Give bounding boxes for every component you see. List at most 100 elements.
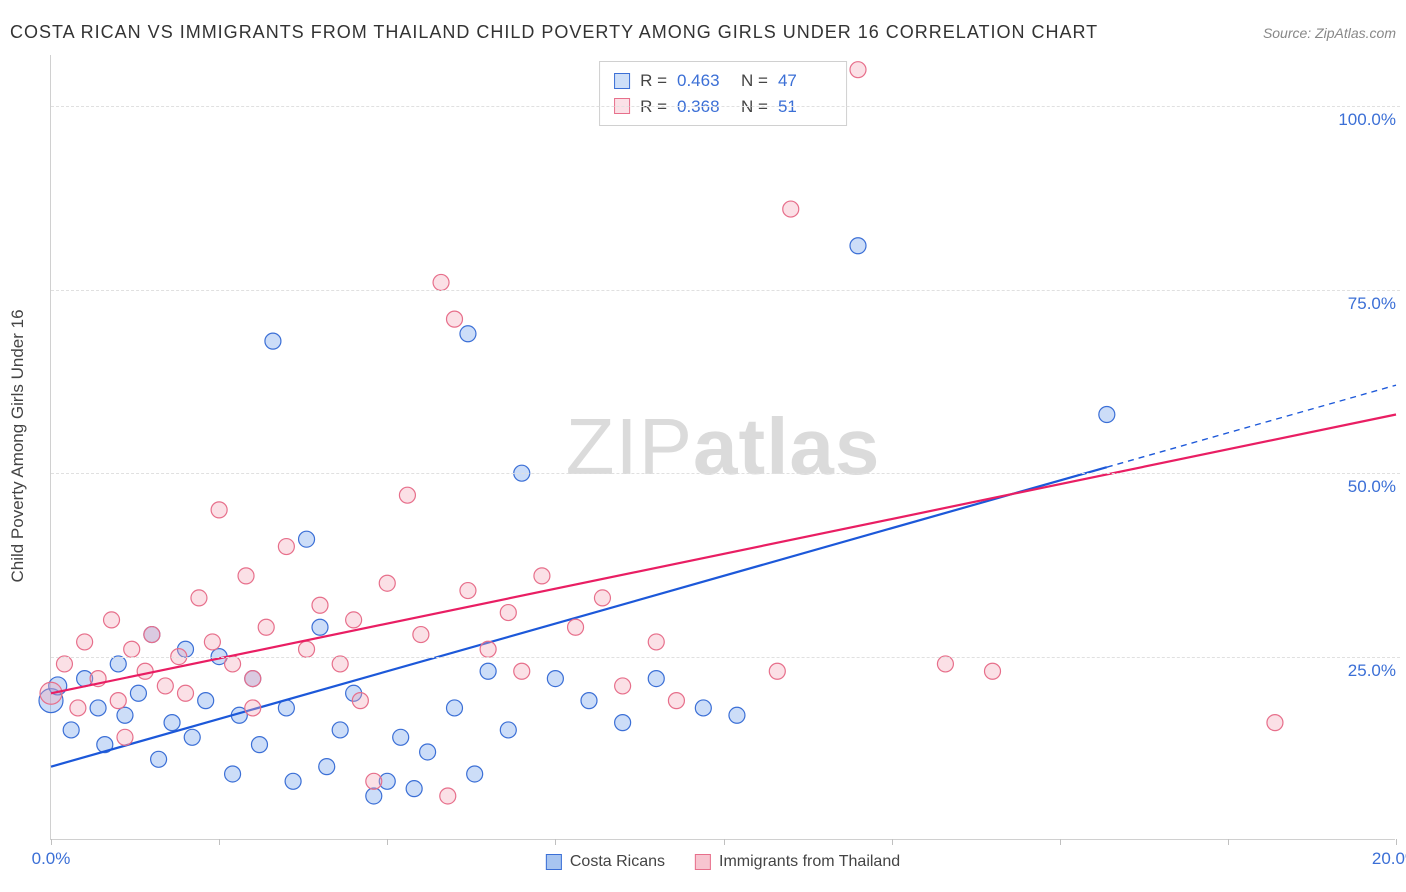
- data-point: [157, 678, 173, 694]
- x-tick-label: 20.0%: [1372, 849, 1406, 869]
- y-tick-label: 75.0%: [1344, 292, 1400, 316]
- data-point: [245, 671, 261, 687]
- source-attribution: Source: ZipAtlas.com: [1263, 25, 1396, 41]
- grid-line: [51, 290, 1400, 291]
- data-point: [56, 656, 72, 672]
- data-point: [204, 634, 220, 650]
- data-point: [332, 656, 348, 672]
- x-tick: [387, 839, 388, 845]
- legend-item: Costa Ricans: [546, 853, 665, 871]
- stat-n-label: N =: [741, 68, 768, 94]
- grid-line: [51, 106, 1400, 107]
- x-tick: [51, 839, 52, 845]
- data-point: [615, 715, 631, 731]
- stat-r-label: R =: [640, 68, 667, 94]
- data-point: [594, 590, 610, 606]
- trend-line: [51, 414, 1396, 693]
- data-point: [648, 634, 664, 650]
- legend-label: Immigrants from Thailand: [719, 853, 900, 871]
- x-tick: [1228, 839, 1229, 845]
- data-point: [110, 693, 126, 709]
- data-point: [90, 700, 106, 716]
- legend-swatch: [614, 73, 630, 89]
- data-point: [137, 663, 153, 679]
- data-point: [460, 583, 476, 599]
- data-point: [352, 693, 368, 709]
- x-tick-label: 0.0%: [32, 849, 71, 869]
- trend-line: [51, 467, 1107, 766]
- data-point: [278, 539, 294, 555]
- data-point: [534, 568, 550, 584]
- data-point: [366, 773, 382, 789]
- y-tick-label: 50.0%: [1344, 475, 1400, 499]
- stat-n-value: 47: [778, 68, 832, 94]
- data-point: [985, 663, 1001, 679]
- data-point: [245, 700, 261, 716]
- data-point: [299, 641, 315, 657]
- data-point: [312, 597, 328, 613]
- data-point: [850, 238, 866, 254]
- data-point: [151, 751, 167, 767]
- data-point: [312, 619, 328, 635]
- data-point: [433, 274, 449, 290]
- legend-label: Costa Ricans: [570, 853, 665, 871]
- data-point: [447, 700, 463, 716]
- data-point: [251, 737, 267, 753]
- data-point: [198, 693, 214, 709]
- data-point: [63, 722, 79, 738]
- data-point: [191, 590, 207, 606]
- x-tick: [1060, 839, 1061, 845]
- data-point: [568, 619, 584, 635]
- data-point: [695, 700, 711, 716]
- data-point: [238, 568, 254, 584]
- data-point: [225, 656, 241, 672]
- data-point: [783, 201, 799, 217]
- data-point: [547, 671, 563, 687]
- data-point: [500, 605, 516, 621]
- x-tick: [724, 839, 725, 845]
- data-point: [130, 685, 146, 701]
- data-point: [104, 612, 120, 628]
- y-tick-label: 25.0%: [1344, 659, 1400, 683]
- legend-item: Immigrants from Thailand: [695, 853, 900, 871]
- grid-line: [51, 473, 1400, 474]
- data-point: [366, 788, 382, 804]
- data-point: [648, 671, 664, 687]
- data-point: [184, 729, 200, 745]
- data-point: [729, 707, 745, 723]
- data-point: [393, 729, 409, 745]
- stats-legend-box: R =0.463N =47R =0.368N =51: [599, 61, 847, 126]
- data-point: [285, 773, 301, 789]
- plot-area: ZIPatlas R =0.463N =47R =0.368N =51 Cost…: [50, 55, 1395, 840]
- data-point: [164, 715, 180, 731]
- data-point: [480, 641, 496, 657]
- x-tick: [892, 839, 893, 845]
- data-point: [1267, 715, 1283, 731]
- legend-swatch: [546, 854, 562, 870]
- stats-row: R = 0.463 N = 47: [614, 68, 832, 94]
- y-axis-title: Child Poverty Among Girls Under 16: [8, 309, 28, 582]
- data-point: [77, 634, 93, 650]
- stat-r-value: 0.463: [677, 68, 731, 94]
- x-tick: [219, 839, 220, 845]
- data-point: [406, 781, 422, 797]
- legend-bottom: Costa Ricans Immigrants from Thailand: [546, 853, 900, 871]
- chart-svg: [51, 55, 1395, 839]
- data-point: [379, 575, 395, 591]
- data-point: [211, 502, 227, 518]
- data-point: [225, 766, 241, 782]
- data-point: [319, 759, 335, 775]
- data-point: [117, 729, 133, 745]
- y-tick-label: 100.0%: [1334, 108, 1400, 132]
- data-point: [258, 619, 274, 635]
- data-point: [937, 656, 953, 672]
- data-point: [178, 685, 194, 701]
- x-tick: [1396, 839, 1397, 845]
- data-point: [850, 62, 866, 78]
- trend-line-extrapolated: [1107, 385, 1396, 467]
- data-point: [265, 333, 281, 349]
- data-point: [615, 678, 631, 694]
- grid-line: [51, 657, 1400, 658]
- data-point: [399, 487, 415, 503]
- data-point: [124, 641, 140, 657]
